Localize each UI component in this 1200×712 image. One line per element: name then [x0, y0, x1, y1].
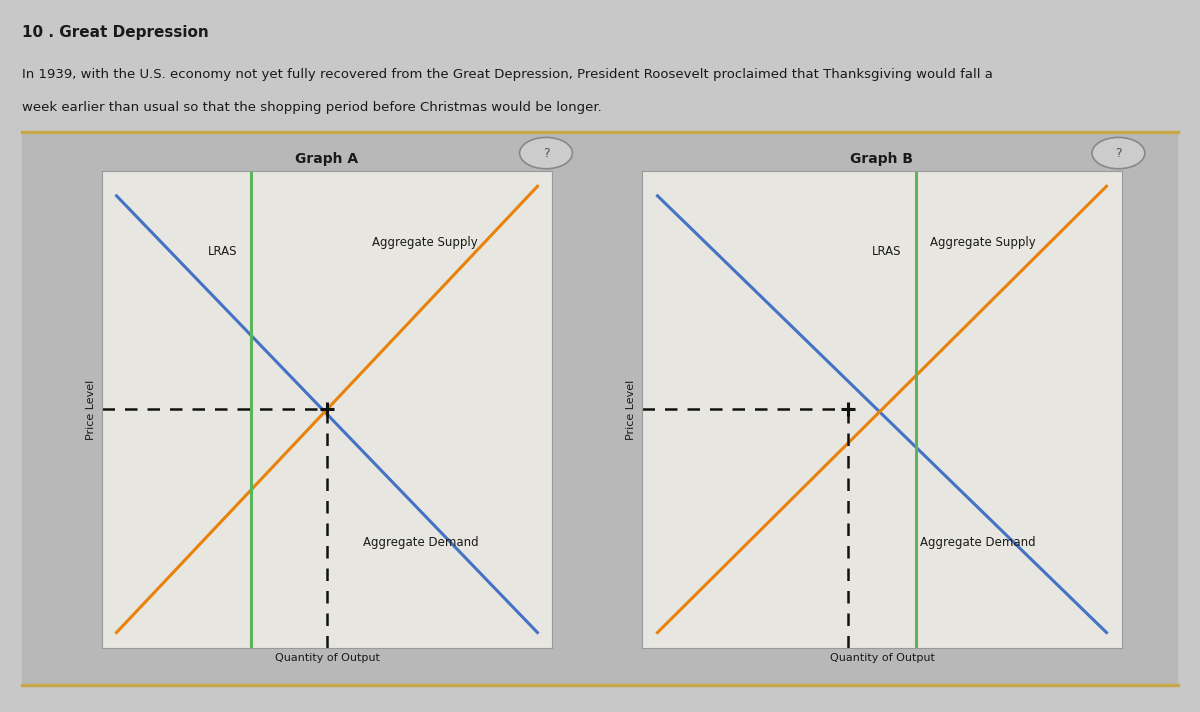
Text: LRAS: LRAS — [871, 246, 901, 258]
Text: ?: ? — [542, 147, 550, 159]
Text: Aggregate Demand: Aggregate Demand — [364, 536, 479, 550]
Title: Graph B: Graph B — [851, 152, 913, 166]
X-axis label: Quantity of Output: Quantity of Output — [275, 654, 379, 664]
Y-axis label: Price Level: Price Level — [86, 379, 96, 439]
Text: Aggregate Supply: Aggregate Supply — [372, 236, 478, 249]
Text: week earlier than usual so that the shopping period before Christmas would be lo: week earlier than usual so that the shop… — [22, 101, 601, 114]
Text: 10 . Great Depression: 10 . Great Depression — [22, 25, 209, 40]
Text: Aggregate Demand: Aggregate Demand — [920, 536, 1036, 550]
Y-axis label: Price Level: Price Level — [626, 379, 636, 439]
X-axis label: Quantity of Output: Quantity of Output — [829, 654, 935, 664]
Text: In 1939, with the U.S. economy not yet fully recovered from the Great Depression: In 1939, with the U.S. economy not yet f… — [22, 68, 992, 80]
Text: LRAS: LRAS — [208, 246, 238, 258]
Text: ?: ? — [1115, 147, 1122, 159]
Title: Graph A: Graph A — [295, 152, 359, 166]
Text: Aggregate Supply: Aggregate Supply — [930, 236, 1036, 249]
